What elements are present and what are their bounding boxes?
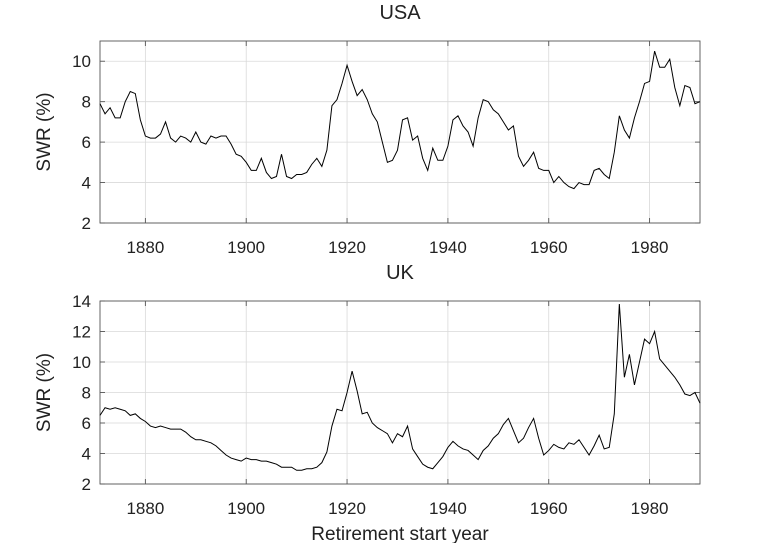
- y-tick-label: 10: [72, 52, 91, 71]
- y-tick-label: 8: [82, 93, 91, 112]
- y-tick-label: 8: [82, 384, 91, 403]
- chart-title: USA: [379, 2, 421, 24]
- y-tick-label: 4: [82, 445, 91, 464]
- series-line-usa: [99, 50, 701, 190]
- x-tick-label: 1960: [530, 499, 568, 518]
- x-tick-label: 1880: [126, 499, 164, 518]
- chart-title: UK: [386, 262, 414, 284]
- plot-area-frame: [99, 40, 701, 224]
- x-tick-label: 1940: [429, 238, 467, 257]
- x-tick-label: 1940: [429, 499, 467, 518]
- y-tick-label: 12: [72, 323, 91, 342]
- x-tick-label: 1920: [328, 499, 366, 518]
- y-axis-label: SWR (%): [34, 92, 55, 171]
- y-tick-label: 10: [72, 353, 91, 372]
- subplot-usa: 1880 1900 1920 1940 1960 1980 2 4 6 8 10 USA SWR (%): [34, 2, 701, 257]
- x-tick-label: 1880: [126, 238, 164, 257]
- subplot-uk: 1880 1900 1920 1940 1960 1980 2 4 6 8 10 12 14 UK SWR …: [34, 262, 701, 543]
- x-tick-label: 1960: [530, 238, 568, 257]
- x-tick-label: 1920: [328, 238, 366, 257]
- y-axis-label: SWR (%): [34, 353, 55, 432]
- x-tick-label: 1900: [227, 499, 265, 518]
- y-tick-label: 14: [72, 292, 91, 311]
- y-tick-label: 6: [82, 414, 91, 433]
- x-tick-label: 1980: [631, 238, 669, 257]
- y-tick-label: 4: [82, 174, 91, 193]
- x-axis-label: Retirement start year: [311, 524, 489, 543]
- x-tick-label: 1980: [631, 499, 669, 518]
- y-tick-label: 2: [82, 214, 91, 233]
- y-tick-label: 6: [82, 133, 91, 152]
- x-tick-label: 1900: [227, 238, 265, 257]
- y-tick-label: 2: [82, 475, 91, 494]
- series-line-uk: [99, 304, 701, 471]
